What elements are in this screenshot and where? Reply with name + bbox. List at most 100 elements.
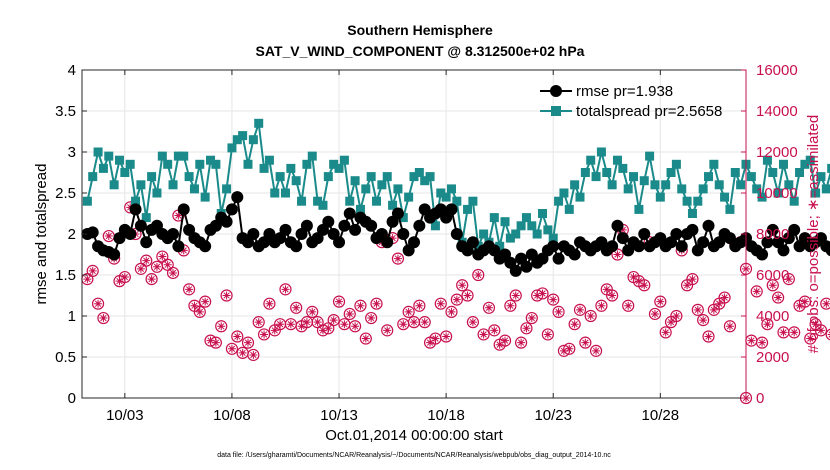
obs-assimilated-point <box>372 299 381 308</box>
obs-assimilated-point <box>800 297 809 306</box>
obs-assimilated-point <box>709 305 718 314</box>
spread-point <box>800 159 810 169</box>
obs-possible-point <box>509 289 522 302</box>
obs-assimilated-point <box>324 324 333 333</box>
obs-assimilated-point <box>147 275 156 284</box>
spread-point <box>645 151 655 161</box>
obs-assimilated-point <box>715 299 724 308</box>
obs-possible-point <box>563 342 576 355</box>
obs-assimilated-point <box>650 309 659 318</box>
spread-point <box>179 151 189 161</box>
obs-possible-point <box>798 295 812 308</box>
rmse-point <box>381 236 394 249</box>
obs-assimilated-point <box>281 285 290 294</box>
rmse-point <box>413 219 426 232</box>
y-tick-label: 0.5 <box>55 349 76 366</box>
x-tick-label: 10/13 <box>320 407 358 424</box>
rmse-point <box>134 219 147 232</box>
y2-tick-label: 4000 <box>756 308 789 325</box>
obs-assimilated-point <box>249 350 258 359</box>
obs-possible-point <box>520 322 533 335</box>
obs-assimilated-point <box>704 332 713 341</box>
obs-assimilated-point <box>586 312 595 320</box>
x-tick-label: 10/03 <box>106 407 144 424</box>
spread-point <box>612 155 622 165</box>
spread-point <box>463 204 473 214</box>
obs-possible-point <box>332 295 346 308</box>
rmse-point <box>124 228 137 240</box>
obs-possible-point <box>686 273 699 286</box>
obs-assimilated-point <box>195 307 204 316</box>
obs-assimilated-point <box>592 346 601 355</box>
spread-point <box>500 217 510 227</box>
obs-possible-point <box>498 334 512 347</box>
rmse-point <box>167 228 180 240</box>
obs-possible-point <box>182 283 196 296</box>
rmse-point <box>397 228 410 240</box>
obs-assimilated-point <box>527 314 536 323</box>
spread-point <box>811 188 821 198</box>
obs-possible-point <box>118 270 131 284</box>
obs-assimilated-point <box>152 262 161 271</box>
obs-assimilated-point <box>538 289 547 298</box>
spread-point <box>666 168 676 177</box>
obs-assimilated-point <box>784 275 793 284</box>
obs-possible-point <box>788 326 801 339</box>
obs-assimilated-point <box>640 281 649 290</box>
spread-point <box>345 196 355 206</box>
spread-point <box>827 163 830 173</box>
obs-assimilated-point <box>335 297 344 306</box>
obs-assimilated-point <box>468 318 477 327</box>
obs-assimilated-point <box>672 312 681 320</box>
spread-point <box>382 172 392 182</box>
spread-point <box>393 184 403 194</box>
spread-point <box>629 172 639 182</box>
spread-point <box>505 233 515 243</box>
spread-point <box>511 229 521 239</box>
obs-possible-point <box>440 330 453 343</box>
obs-assimilated-point <box>602 285 611 294</box>
obs-assimilated-point <box>816 326 825 335</box>
legend-spread-label: totalspread pr=2.5658 <box>576 103 722 120</box>
spread-point <box>355 204 365 214</box>
spread-point <box>746 172 756 182</box>
obs-assimilated-point <box>233 332 242 341</box>
rmse-point <box>761 236 774 249</box>
rmse-point <box>611 219 624 232</box>
obs-assimilated-point <box>747 336 756 345</box>
obs-assimilated-point <box>634 277 643 286</box>
obs-possible-point <box>365 311 378 325</box>
spread-point <box>184 172 194 182</box>
obs-possible-point <box>140 254 153 267</box>
obs-assimilated-point <box>501 336 510 345</box>
obs-assimilated-point <box>356 301 365 310</box>
spread-point <box>120 168 130 177</box>
spread-point <box>596 147 606 157</box>
y2-tick-label: 12000 <box>756 144 798 161</box>
spread-point <box>425 172 435 182</box>
obs-assimilated-point <box>613 250 622 259</box>
rmse-point <box>568 248 581 261</box>
obs-possible-point <box>761 318 774 331</box>
spread-point <box>687 209 697 218</box>
obs-assimilated-point <box>404 307 413 316</box>
obs-assimilated-point <box>565 344 574 353</box>
obs-possible-point <box>343 307 356 321</box>
x-axis: 10/03 10/08 10/13 10/18 10/23 10/28 <box>106 70 679 424</box>
legend-rmse-label: rmse pr=1.938 <box>576 83 673 100</box>
obs-possible-point <box>348 320 362 333</box>
rmse-point <box>702 219 715 232</box>
obs-possible-point <box>257 328 271 341</box>
obs-assimilated-point <box>399 320 408 329</box>
rmse-point <box>199 240 212 253</box>
obs-assimilated-point <box>576 305 584 314</box>
spread-point <box>538 209 548 218</box>
spread-point <box>762 155 772 165</box>
data-file-footnote: data file: /Users/gharamti/Documents/NCA… <box>217 452 611 459</box>
obs-assimilated-point <box>83 275 92 284</box>
obs-assimilated-point <box>490 326 499 335</box>
obs-assimilated-point <box>244 338 252 347</box>
rmse-point <box>279 223 292 236</box>
obs-assimilated-point <box>720 293 729 302</box>
spread-point <box>607 180 617 190</box>
